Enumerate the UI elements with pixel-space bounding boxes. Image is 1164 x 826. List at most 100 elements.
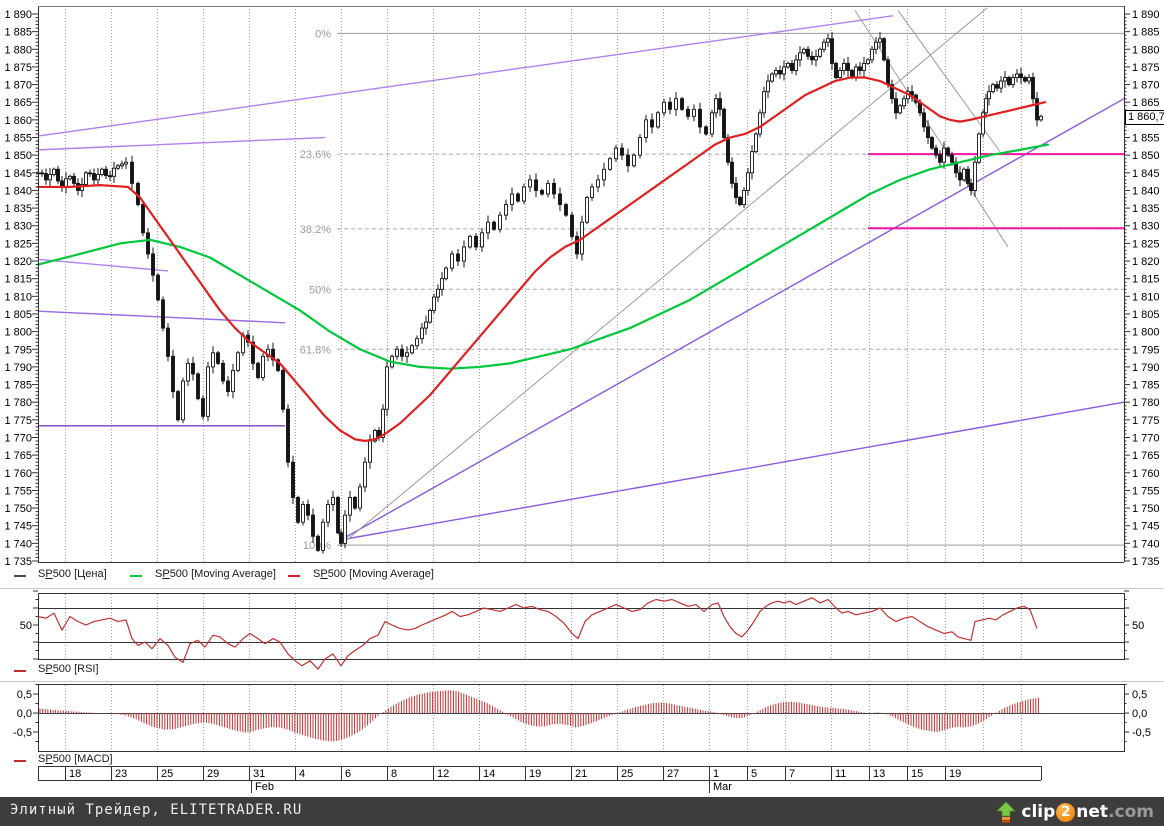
y-tick-label: 1 750 (1132, 503, 1160, 515)
y-tick-label: 1 830 (1132, 221, 1160, 233)
y-tick-label: 1 835 (4, 203, 32, 215)
y-tick-label: 1 810 (1132, 291, 1160, 303)
y-tick-label: 1 755 (4, 485, 32, 497)
y-tick-label: 1 870 (1132, 80, 1160, 92)
y-tick-label: 1 755 (1132, 485, 1160, 497)
fib-label: 0% (315, 28, 331, 40)
y-tick-label: 1 840 (4, 185, 32, 197)
last-price-marker: 1 860,77 (1125, 110, 1164, 126)
trend-line (340, 401, 1125, 541)
y-tick-label: 1 865 (4, 97, 32, 109)
watermark-text: Элитный Трейдер, ELITETRADER.RU (10, 802, 303, 818)
y-tick-label: 1 875 (1132, 62, 1160, 74)
y-tick-label: 1 835 (1132, 203, 1160, 215)
date-cell-label: 29 (207, 768, 219, 780)
y-tick-label: 1 780 (4, 397, 32, 409)
y-tick-label: 1 735 (1132, 556, 1160, 568)
y-tick-label: 1 870 (4, 80, 32, 92)
rsi-legend: SP500 [RSI] (0, 662, 1164, 680)
trend-line (854, 10, 1009, 248)
ma-slow-swatch (130, 575, 142, 577)
trend-line (37, 136, 326, 151)
y-tick-label: 1 825 (1132, 238, 1160, 250)
macd-tick-label: -0,5 (13, 727, 32, 739)
clip2net-logo[interactable]: clip 2 net .com (996, 800, 1154, 824)
date-cell-label: 6 (345, 768, 351, 780)
y-tick-label: 1 890 (4, 9, 32, 21)
y-tick-label: 1 820 (4, 256, 32, 268)
ma-slow-line (36, 143, 1050, 370)
date-cell-label: 19 (949, 768, 961, 780)
legend-rsi-label: SP500 [RSI] (38, 663, 99, 675)
y-tick-label: 1 745 (1132, 521, 1160, 533)
date-cell-label: 11 (835, 768, 846, 780)
date-cell-label: 7 (789, 768, 795, 780)
y-tick-label: 1 825 (4, 238, 32, 250)
y-tick-label: 1 760 (1132, 468, 1160, 480)
y-tick-label: 1 865 (1132, 97, 1160, 109)
y-tick-label: 1 800 (1132, 327, 1160, 339)
y-tick-label: 1 815 (1132, 274, 1160, 286)
y-tick-label: 1 795 (1132, 344, 1160, 356)
date-cell-label: 25 (161, 768, 173, 780)
macd-swatch (14, 760, 26, 762)
y-tick-label: 1 780 (1132, 397, 1160, 409)
y-tick-label: 1 845 (1132, 168, 1160, 180)
date-cell-label: 8 (391, 768, 397, 780)
rsi-axis-label: 50 (20, 620, 32, 632)
fib-label: 50% (309, 284, 331, 296)
legend-ma-fast-label: SP500 [Moving Average] (313, 568, 434, 580)
y-tick-label: 1 770 (1132, 432, 1160, 444)
y-tick-label: 1 820 (1132, 256, 1160, 268)
upload-arrow-icon (996, 801, 1017, 823)
macd-tick-label: 0,0 (1132, 708, 1147, 720)
y-tick-label: 1 855 (4, 133, 32, 145)
y-tick-label: 1 805 (1132, 309, 1160, 321)
y-tick-label: 1 760 (4, 468, 32, 480)
y-tick-label: 1 735 (4, 556, 32, 568)
date-cell-label: 14 (483, 768, 495, 780)
y-tick-label: 1 810 (4, 291, 32, 303)
y-tick-label: 1 785 (4, 380, 32, 392)
price-axes: 1 735 1 735 1 740 1 740 1 745 1 745 1 750 1 750… (4, 6, 1160, 568)
y-tick-label: 1 860 (4, 115, 32, 127)
y-tick-label: 1 745 (4, 521, 32, 533)
watermark-bar: Элитный Трейдер, ELITETRADER.RU clip 2 net… (0, 797, 1164, 826)
ma-fast-swatch (288, 575, 300, 577)
y-tick-label: 1 840 (1132, 185, 1160, 197)
date-cell-label: 31 (253, 768, 265, 780)
legend-price-label: SP500 [Цена] (38, 568, 107, 580)
date-cell-label: 25 (621, 768, 633, 780)
date-cell-label: 18 (69, 768, 81, 780)
rsi-line (37, 597, 1038, 670)
y-tick-label: 1 765 (1132, 450, 1160, 462)
rsi-axis-label: 50 (1132, 620, 1144, 632)
date-cell-label: 19 (529, 768, 541, 780)
y-tick-label: 1 885 (1132, 27, 1160, 39)
y-tick-label: 1 815 (4, 274, 32, 286)
rsi-panel: 50 50 (20, 590, 1144, 670)
support-resistance-lines (868, 153, 1124, 230)
date-cell-label: 1 (713, 768, 719, 780)
macd-legend: SP500 [MACD] (0, 752, 1164, 770)
legend-ma-slow-label: SP500 [Moving Average] (155, 568, 276, 580)
macd-tick-label: 0,5 (1132, 689, 1147, 701)
y-tick-label: 1 850 (1132, 150, 1160, 162)
y-tick-label: 1 845 (4, 168, 32, 180)
month-label: Feb (255, 781, 274, 793)
clip2net-net: net (1076, 802, 1109, 822)
price-series-swatch (14, 575, 26, 577)
y-tick-label: 1 850 (4, 150, 32, 162)
trend-line (340, 98, 1125, 541)
date-cell-label: 23 (115, 768, 127, 780)
y-tick-label: 1 855 (1132, 133, 1160, 145)
y-tick-label: 1 885 (4, 27, 32, 39)
y-tick-label: 1 770 (4, 432, 32, 444)
date-cell-label: 12 (437, 768, 449, 780)
date-cell-label: 15 (911, 768, 923, 780)
y-tick-label: 1 765 (4, 450, 32, 462)
y-tick-label: 1 740 (4, 538, 32, 550)
fib-label: 23.6% (300, 149, 331, 161)
